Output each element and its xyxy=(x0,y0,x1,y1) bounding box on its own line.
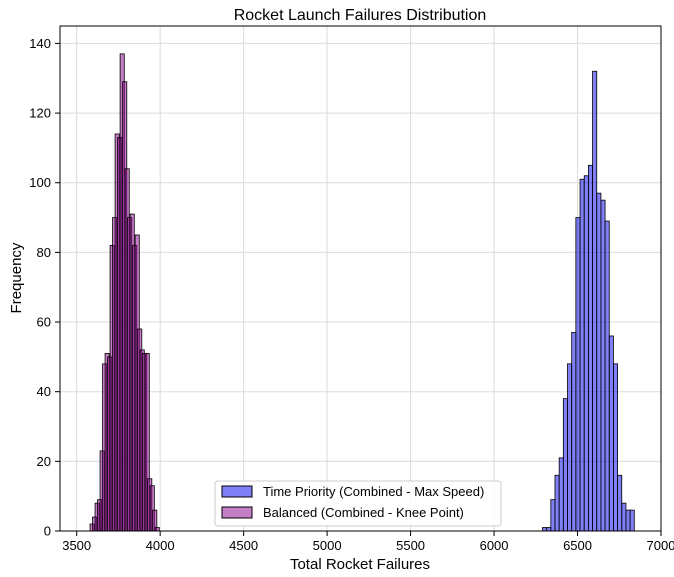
x-tick-label: 7000 xyxy=(647,538,674,553)
bars-layer xyxy=(89,53,635,532)
histogram-bar xyxy=(558,457,564,532)
histogram-bar xyxy=(575,217,581,532)
x-axis-label: Total Rocket Failures xyxy=(290,556,430,573)
histogram-bar xyxy=(587,164,593,532)
histogram-bar xyxy=(604,220,610,532)
x-tick-label: 6500 xyxy=(563,538,592,553)
histogram-bar xyxy=(613,363,618,532)
histogram-bar xyxy=(617,474,623,532)
histogram-bar xyxy=(608,335,614,532)
histogram-bar xyxy=(554,474,560,532)
legend-label-time-priority: Time Priority (Combined - Max Speed) xyxy=(263,484,484,499)
x-tick-label: 3500 xyxy=(62,538,91,553)
histogram-bar xyxy=(592,70,598,532)
grid-layer xyxy=(60,26,662,532)
x-tick-label: 5000 xyxy=(313,538,342,553)
y-tick-label: 40 xyxy=(37,384,51,399)
plot-frame xyxy=(59,25,662,532)
y-tick-label: 120 xyxy=(29,106,51,121)
legend: Time Priority (Combined - Max Speed) Bal… xyxy=(214,480,502,527)
y-tick-label: 20 xyxy=(37,454,51,469)
histogram-bar xyxy=(546,527,552,532)
histogram-bar xyxy=(625,509,631,532)
x-tick-label: 5500 xyxy=(396,538,425,553)
y-axis-label: Frequency xyxy=(8,242,25,313)
y-tick-label: 0 xyxy=(44,524,51,539)
y-tick-label: 140 xyxy=(29,36,51,51)
histogram-bar xyxy=(596,192,602,532)
histogram-bar xyxy=(542,527,548,532)
legend-swatch-balanced xyxy=(221,506,253,519)
histogram-bar xyxy=(629,509,635,532)
x-tick-label: 4000 xyxy=(146,538,175,553)
y-tick-label: 60 xyxy=(37,315,51,330)
legend-swatch-time-priority xyxy=(221,485,253,498)
legend-box xyxy=(214,480,502,527)
legend-label-balanced: Balanced (Combined - Knee Point) xyxy=(263,505,464,520)
x-tick-label: 4500 xyxy=(229,538,258,553)
y-tick-label: 100 xyxy=(29,175,51,190)
histogram-bar xyxy=(579,178,585,532)
histogram-bar xyxy=(621,502,627,532)
histogram-bar xyxy=(550,499,556,532)
y-tick-label: 80 xyxy=(37,245,51,260)
histogram-bar xyxy=(583,175,589,532)
ticks-layer: 3500 4000 4500 5000 5500 6000 6500 7000 0 20 40 60 8… xyxy=(29,36,674,553)
histogram-bar xyxy=(562,398,568,532)
chart-title: Rocket Launch Failures Distribution xyxy=(234,7,487,24)
histogram-bar xyxy=(567,363,573,532)
x-tick-label: 6000 xyxy=(480,538,509,553)
histogram-bar xyxy=(600,199,606,532)
histogram-bar xyxy=(571,332,577,532)
histogram-bar xyxy=(154,527,160,532)
